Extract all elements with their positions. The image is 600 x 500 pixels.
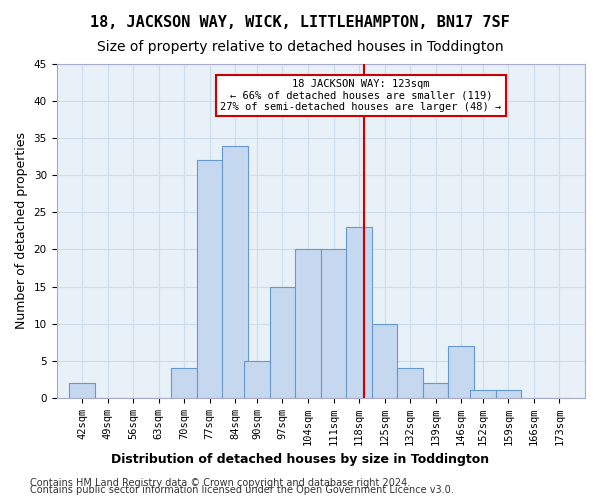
Y-axis label: Number of detached properties: Number of detached properties (15, 132, 28, 330)
Bar (244, 360, 270, 398)
Bar (496, 390, 521, 398)
Bar (69, 383, 95, 398)
Text: Distribution of detached houses by size in Toddington: Distribution of detached houses by size … (111, 452, 489, 466)
Bar (346, 227, 372, 398)
Bar (197, 160, 223, 398)
Bar (423, 383, 448, 398)
Bar (295, 250, 321, 398)
Text: Contains HM Land Registry data © Crown copyright and database right 2024.: Contains HM Land Registry data © Crown c… (30, 478, 410, 488)
Text: Contains public sector information licensed under the Open Government Licence v3: Contains public sector information licen… (30, 485, 454, 495)
Text: 18, JACKSON WAY, WICK, LITTLEHAMPTON, BN17 7SF: 18, JACKSON WAY, WICK, LITTLEHAMPTON, BN… (90, 15, 510, 30)
Bar (397, 368, 423, 398)
Bar (172, 368, 197, 398)
Bar (223, 146, 248, 398)
Bar (470, 390, 496, 398)
Text: Size of property relative to detached houses in Toddington: Size of property relative to detached ho… (97, 40, 503, 54)
Text: 18 JACKSON WAY: 123sqm
← 66% of detached houses are smaller (119)
27% of semi-de: 18 JACKSON WAY: 123sqm ← 66% of detached… (220, 79, 502, 112)
Bar (372, 324, 397, 398)
Bar (448, 346, 474, 398)
Bar (321, 250, 346, 398)
Bar (270, 286, 295, 398)
